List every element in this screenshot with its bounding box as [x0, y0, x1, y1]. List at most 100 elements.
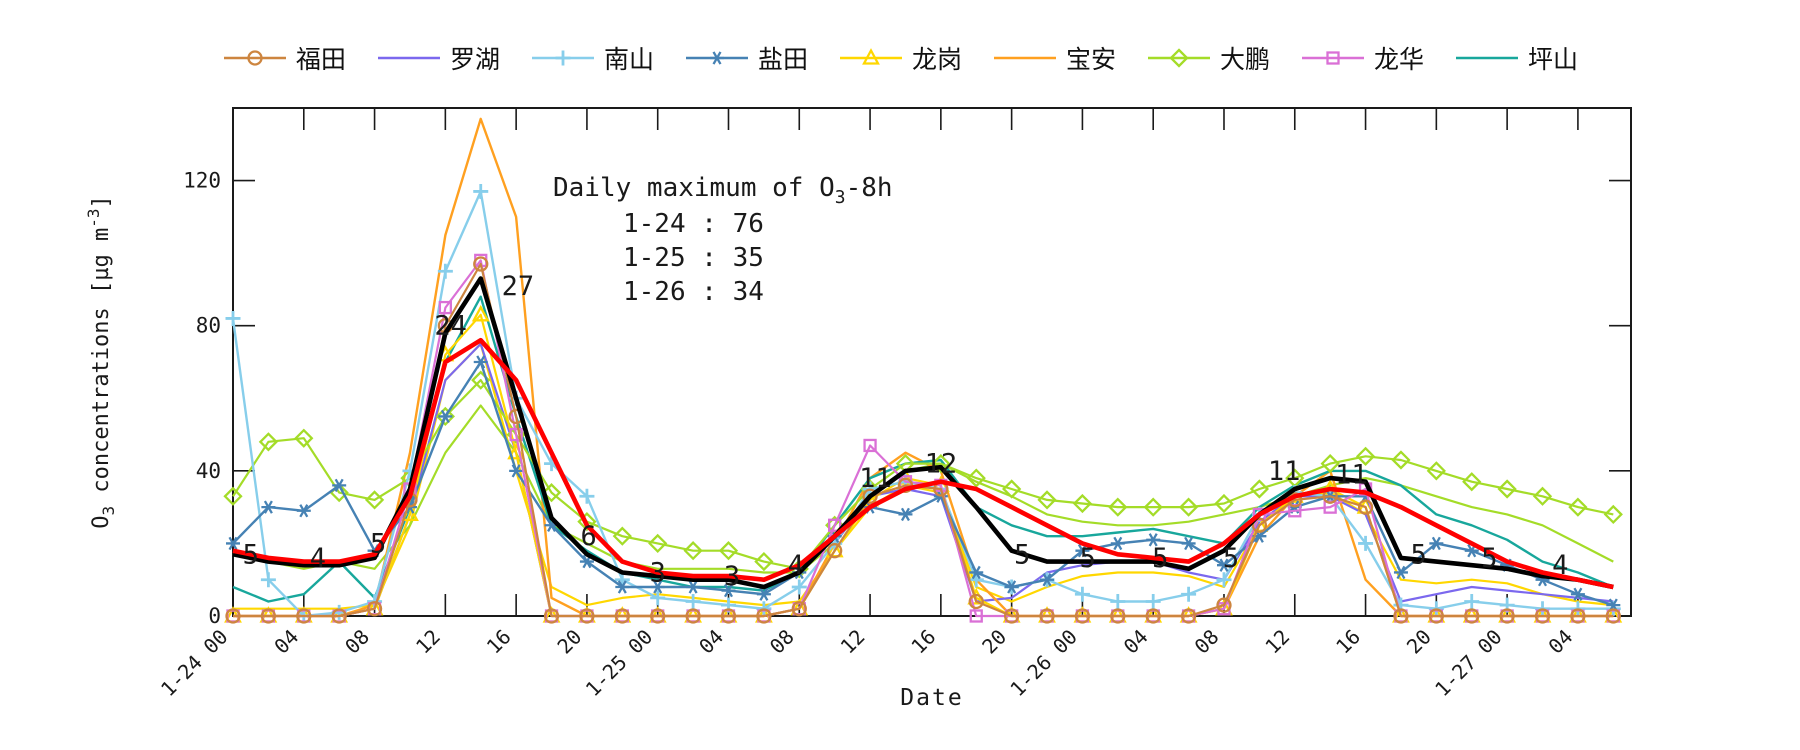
legend-sample-baoan: [994, 56, 1056, 60]
futian-marker: [579, 608, 595, 624]
nanshan-marker: [1464, 593, 1480, 609]
legend-label-luohu: 罗湖: [449, 45, 500, 74]
series-line-red-thick: [232, 337, 1614, 590]
yantian-marker: [1075, 544, 1090, 558]
futian-marker: [1145, 608, 1161, 624]
longgang-marker: [471, 304, 490, 322]
yantian-marker: [756, 587, 771, 601]
x-axis-label: Date: [900, 685, 963, 711]
futian-marker: [473, 256, 489, 272]
y-tick-label: 80: [196, 314, 221, 338]
nanshan-marker: [1216, 572, 1232, 588]
x-tick-label: 04: [269, 625, 303, 659]
longhua-marker: [509, 427, 523, 442]
nanshan-marker: [437, 263, 453, 279]
yantian-marker: [1393, 565, 1408, 580]
dapeng-marker: [223, 486, 243, 506]
longhua-marker: [438, 300, 453, 315]
point-label: 3: [650, 557, 666, 588]
nanshan-marker: [473, 183, 489, 199]
point-label: 12: [925, 449, 958, 480]
yantian-marker: [332, 478, 347, 493]
dapeng-marker: [966, 468, 986, 488]
dapeng-marker: [1249, 479, 1270, 499]
dapeng-marker: [648, 533, 668, 554]
dapeng-marker: [1037, 490, 1057, 510]
x-tick-label: 1-25 00: [581, 625, 658, 702]
x-tick-label: 08: [765, 625, 799, 659]
dapeng-marker: [435, 406, 455, 427]
nanshan-marker: [579, 488, 595, 504]
annotation-line-3: 1-26 : 34: [623, 277, 764, 307]
dapeng-marker: [258, 432, 279, 452]
legend-sample-dapeng: [1148, 48, 1211, 68]
nanshan-marker: [791, 579, 807, 595]
x-tick-label: 20: [552, 625, 586, 659]
dapeng-marker: [1320, 453, 1340, 474]
x-tick-label: 1-27 00: [1430, 625, 1507, 702]
yantian-marker: [898, 507, 913, 522]
futian-marker: [1110, 608, 1126, 624]
dapeng-marker: [364, 490, 385, 510]
point-label: 5: [1481, 543, 1497, 574]
y-tick-label: 0: [208, 604, 221, 628]
chart-legend: 福田 罗湖 南山 盐田 龙岗 宝安 大鹏 龙华 坪山: [0, 40, 1800, 76]
legend-sample-yantian: [685, 51, 748, 65]
x-tick-label: 08: [340, 625, 374, 659]
yantian-marker: [1110, 536, 1125, 551]
nanshan-marker: [1181, 586, 1197, 602]
series-baoan: [233, 117, 1614, 618]
dapeng-marker: [294, 428, 314, 448]
x-tick-label: 12: [836, 625, 870, 659]
legend-item-dapeng: 大鹏: [1146, 40, 1270, 76]
legend-label-pingshan: 坪山: [1528, 45, 1579, 74]
yantian-marker: [721, 583, 736, 598]
point-label: 4: [788, 550, 804, 581]
futian-marker: [720, 608, 737, 624]
yantian-marker: [1216, 558, 1231, 572]
nanshan-marker: [260, 572, 276, 588]
dapeng-marker: [612, 526, 632, 546]
legend-item-nanshan: 南山: [530, 40, 654, 76]
series-dapeng: [223, 370, 1623, 579]
dapeng-marker: [1426, 461, 1446, 481]
yantian-marker: [473, 355, 488, 369]
legend-sample-luohu: [377, 56, 440, 60]
legend-sample-pingshan: [1456, 56, 1519, 60]
yantian-marker: [226, 536, 240, 551]
point-label: 5: [1080, 543, 1096, 574]
yantian-marker: [1429, 536, 1444, 551]
x-tick-label: 04: [1543, 625, 1577, 659]
futian-marker: [1393, 608, 1409, 624]
series-line-baoan: [233, 117, 1614, 618]
point-label: 4: [1552, 550, 1568, 581]
legend-longhua-marker: [1326, 51, 1340, 65]
futian-marker: [296, 608, 312, 624]
x-tick-label: 16: [482, 625, 516, 659]
point-label: 5: [1152, 543, 1168, 574]
dapeng-marker: [1108, 497, 1128, 517]
dapeng-marker: [541, 483, 562, 503]
futian-marker: [1605, 608, 1621, 624]
futian-marker: [366, 601, 383, 617]
dapeng-marker: [1214, 493, 1234, 514]
legend-sample-nanshan: [531, 50, 594, 66]
dapeng-marker: [931, 453, 951, 474]
nanshan-marker: [685, 593, 701, 609]
futian-marker: [968, 593, 984, 610]
longhua-marker: [969, 609, 983, 623]
legend-label-longgang: 龙岗: [911, 45, 962, 74]
x-tick-label: 08: [1190, 625, 1224, 659]
legend-item-yantian: 盐田: [684, 40, 808, 76]
legend-yantian-marker: [709, 51, 724, 65]
yantian-marker: [686, 580, 701, 594]
dapeng-marker: [1391, 450, 1411, 470]
yantian-marker: [969, 565, 984, 580]
dapeng-marker: [1462, 472, 1482, 492]
legend-item-futian: 福田: [222, 40, 346, 76]
point-label: 11: [1335, 459, 1368, 490]
axes-layer: 1-24 00 04 08 12 16 201-25 00 04 08 12 16 201-26 0…: [156, 107, 1632, 702]
yantian-marker: [1004, 580, 1019, 594]
point-label: 4: [310, 543, 326, 574]
dapeng-marker: [718, 541, 739, 561]
